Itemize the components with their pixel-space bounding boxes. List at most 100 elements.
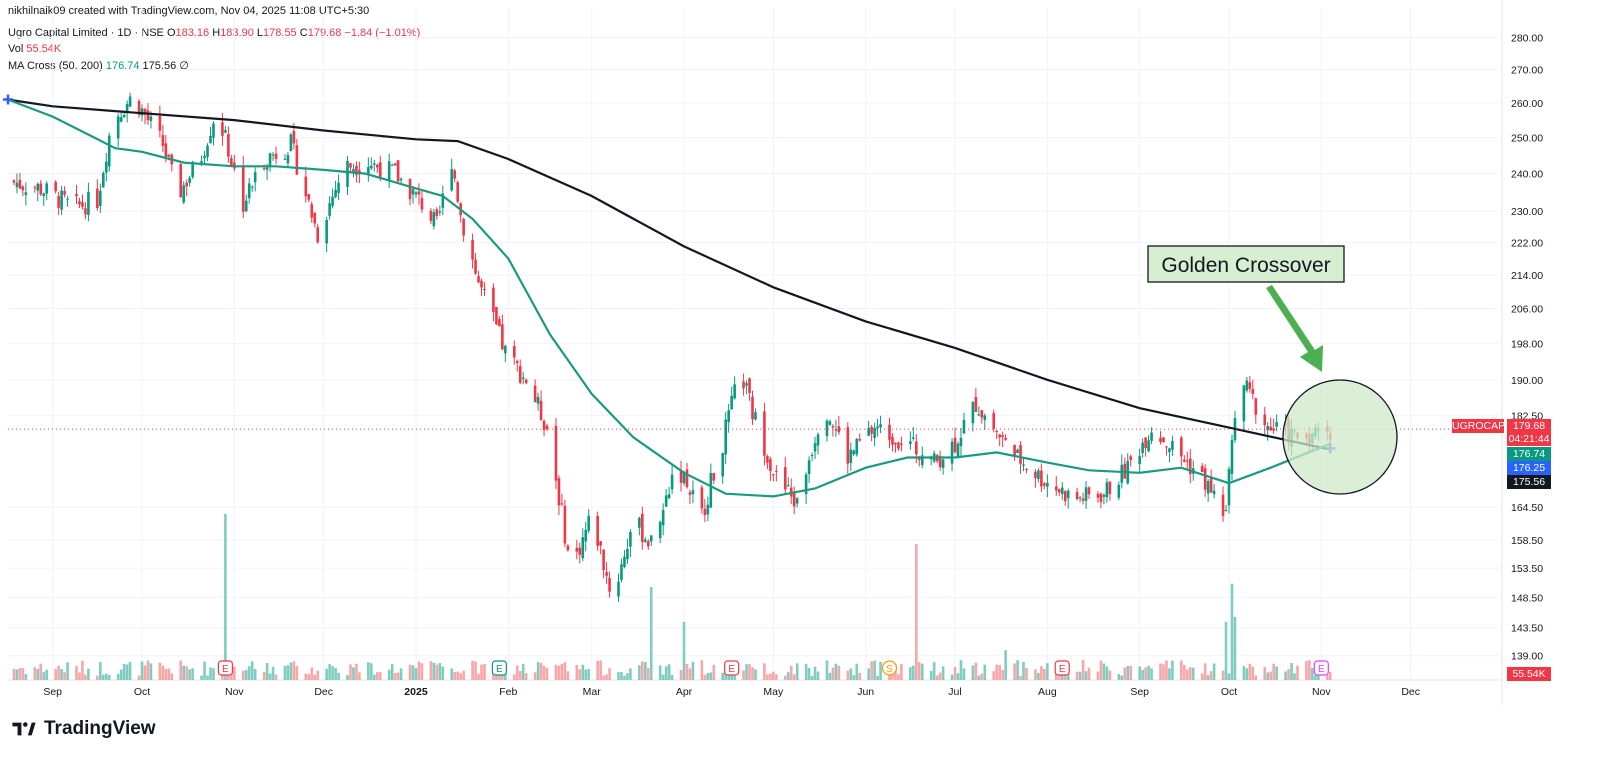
logo-text: TradingView bbox=[44, 718, 156, 739]
volume-bar bbox=[1025, 667, 1028, 680]
candle-body bbox=[998, 434, 1001, 438]
volume-bar bbox=[512, 674, 516, 680]
volume-bar bbox=[170, 673, 174, 680]
volume-bar bbox=[33, 667, 37, 680]
candle-body bbox=[140, 108, 144, 116]
volume-bar bbox=[667, 664, 671, 680]
candle-body bbox=[66, 198, 69, 200]
volume-bar bbox=[977, 675, 981, 680]
y-tick-label: 230.00 bbox=[1511, 206, 1543, 218]
volume-bar bbox=[1040, 666, 1043, 680]
ma-cross-legend[interactable]: MA Cross (50, 200) 176.74 175.56 ∅ bbox=[8, 59, 189, 72]
volume-bar bbox=[1209, 671, 1213, 680]
candle-body bbox=[104, 161, 108, 173]
volume-bar bbox=[387, 669, 391, 680]
volume-bar bbox=[182, 665, 186, 680]
event-marker-label: E bbox=[1318, 664, 1325, 675]
volume-bar bbox=[54, 668, 57, 680]
chart-credit: nikhilnaik09 created with TradingView.co… bbox=[8, 5, 370, 17]
volume-bar bbox=[331, 666, 334, 680]
volume-bar bbox=[1180, 660, 1183, 680]
candle-body bbox=[858, 439, 862, 441]
candle-body bbox=[992, 413, 996, 429]
volume-bar bbox=[1308, 660, 1311, 680]
volume-bar bbox=[539, 662, 543, 680]
candle-body bbox=[938, 456, 942, 468]
volume-bar bbox=[1287, 669, 1290, 680]
candle-body bbox=[667, 494, 671, 499]
volume-bar bbox=[438, 663, 442, 680]
volume-bar bbox=[661, 674, 665, 680]
volume-bar bbox=[87, 668, 90, 680]
volume-bar bbox=[328, 664, 331, 680]
volume-bar bbox=[1290, 663, 1293, 680]
candle-body bbox=[524, 379, 528, 384]
volume-bar bbox=[462, 670, 465, 680]
candle-body bbox=[224, 130, 227, 133]
volume-bar bbox=[813, 666, 817, 680]
volume-bar bbox=[1123, 667, 1127, 680]
volume-bar bbox=[620, 672, 623, 680]
volume-bar bbox=[450, 668, 454, 680]
symbol-legend[interactable]: Ugro Capital Limited · 1D · NSE O183.16 … bbox=[8, 27, 420, 39]
candle-body bbox=[128, 96, 132, 107]
candle-body bbox=[512, 346, 516, 358]
candle-body bbox=[897, 442, 900, 449]
candle-body bbox=[283, 158, 287, 160]
candle-body bbox=[268, 153, 272, 167]
volume-bar bbox=[289, 662, 293, 680]
volume-bar bbox=[396, 672, 400, 680]
volume-bar bbox=[1019, 675, 1022, 680]
candle-body bbox=[1171, 440, 1174, 450]
candle-body bbox=[375, 164, 379, 168]
candle-body bbox=[670, 474, 674, 490]
ohlc-c-value: 179.68 bbox=[307, 27, 342, 39]
ohlc-o-label: O bbox=[166, 27, 176, 39]
candle-body bbox=[420, 197, 424, 210]
volume-bar bbox=[935, 675, 939, 680]
volume-bar bbox=[12, 668, 16, 680]
candle-body bbox=[638, 517, 641, 528]
candle-body bbox=[766, 456, 769, 463]
candle-body bbox=[602, 549, 605, 570]
candle-body bbox=[164, 143, 168, 158]
tradingview-logo[interactable]: TradingView bbox=[10, 716, 156, 742]
volume-bar bbox=[700, 660, 704, 680]
volume-bar bbox=[929, 670, 933, 680]
candle-body bbox=[146, 110, 150, 121]
highlight-circle bbox=[1282, 379, 1398, 495]
volume-bar bbox=[161, 665, 165, 680]
volume-bar bbox=[825, 660, 829, 680]
volume-bar bbox=[682, 621, 686, 680]
volume-bar bbox=[1203, 663, 1207, 680]
volume-bar bbox=[602, 675, 605, 680]
candle-body bbox=[1224, 509, 1228, 511]
candle-body bbox=[387, 161, 391, 182]
volume-bar bbox=[646, 667, 650, 680]
candle-body bbox=[956, 443, 960, 457]
volume-bar bbox=[575, 664, 579, 680]
candle-body bbox=[831, 426, 835, 428]
candle-body bbox=[644, 539, 647, 542]
volume-bar bbox=[664, 666, 668, 680]
volume-bar bbox=[745, 664, 748, 680]
y-tick-label: 222.00 bbox=[1511, 237, 1543, 249]
volume-bar bbox=[325, 668, 328, 680]
volume-bar bbox=[1087, 667, 1091, 680]
y-tick-label: 240.00 bbox=[1511, 169, 1543, 181]
volume-bar bbox=[1099, 660, 1103, 680]
volume-bar bbox=[262, 672, 266, 680]
volume-bar bbox=[712, 664, 716, 680]
candle-body bbox=[557, 478, 561, 506]
volume-bar bbox=[733, 675, 736, 680]
earnings-marker-icon bbox=[1313, 660, 1329, 676]
candle-body bbox=[888, 424, 891, 440]
candle-body bbox=[536, 397, 540, 404]
volume-bar bbox=[1001, 670, 1004, 680]
last-price-tag: 179.68 bbox=[1507, 419, 1551, 433]
candle-body bbox=[1087, 487, 1091, 495]
volume-bar bbox=[1084, 671, 1088, 680]
candle-body bbox=[87, 191, 90, 215]
visibility-icon[interactable]: ∅ bbox=[179, 60, 189, 72]
